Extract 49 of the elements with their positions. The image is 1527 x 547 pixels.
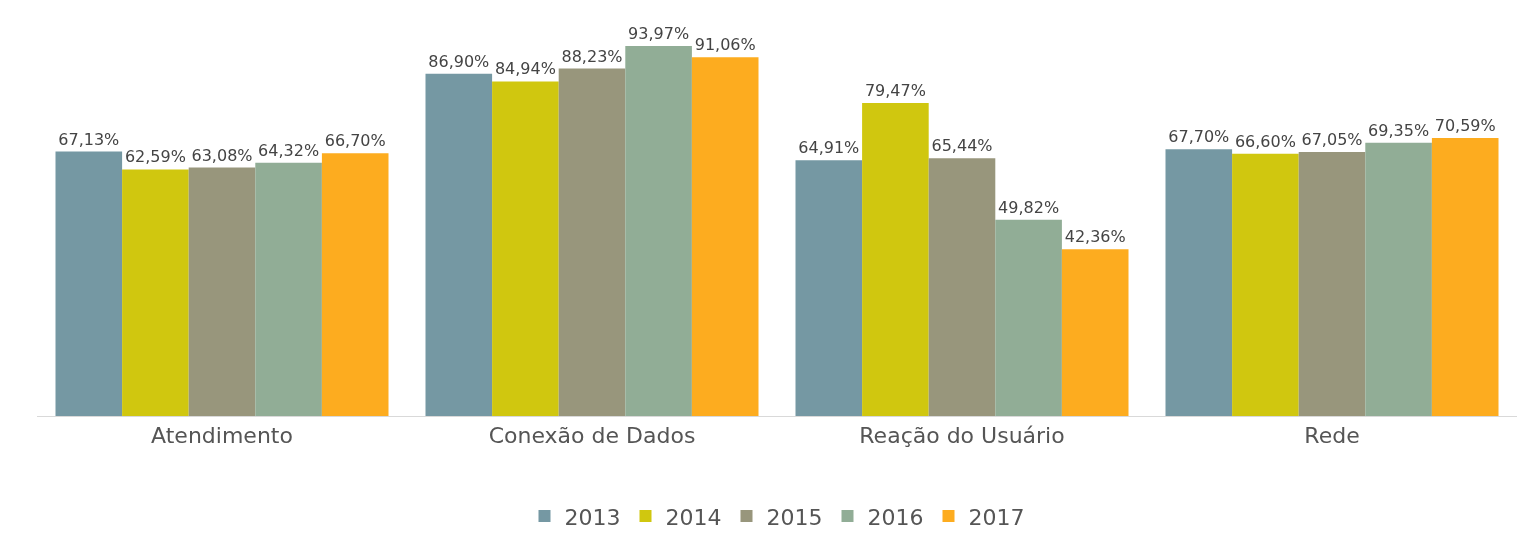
data-label: 91,06% xyxy=(694,35,756,55)
data-label: 67,13% xyxy=(58,129,120,149)
bar xyxy=(1365,142,1432,416)
bar xyxy=(255,162,322,416)
data-label: 84,94% xyxy=(494,59,556,79)
bar xyxy=(321,153,389,416)
data-label: 67,05% xyxy=(1301,129,1363,149)
x-tick-label: Conexão de Dados xyxy=(488,423,696,449)
legend-label: 2017 xyxy=(968,504,1025,530)
legend-label: 2015 xyxy=(766,504,823,530)
bar xyxy=(1298,151,1366,416)
bar xyxy=(1165,149,1233,416)
data-label: 65,44% xyxy=(931,136,993,156)
bar xyxy=(55,151,123,416)
data-label: 49,82% xyxy=(998,197,1060,217)
data-label: 93,97% xyxy=(628,23,690,43)
bar xyxy=(558,68,626,416)
bar xyxy=(928,158,996,416)
bar xyxy=(625,45,692,416)
x-tick-label: Reação do Usuário xyxy=(859,423,1065,449)
data-label: 88,23% xyxy=(561,46,623,66)
data-label: 70,59% xyxy=(1434,115,1496,135)
data-label: 66,60% xyxy=(1234,131,1296,151)
data-label: 79,47% xyxy=(864,81,926,101)
bar xyxy=(1061,249,1129,416)
bar xyxy=(425,73,493,416)
bar xyxy=(1232,153,1299,416)
legend-label: 2013 xyxy=(564,504,621,530)
x-tick-label: Atendimento xyxy=(151,423,293,449)
legend-label: 2014 xyxy=(665,504,722,530)
data-label: 63,08% xyxy=(191,145,253,165)
bar xyxy=(492,81,559,416)
data-label: 64,32% xyxy=(258,140,320,160)
bar xyxy=(188,167,256,416)
data-label: 67,70% xyxy=(1168,127,1230,147)
data-label: 42,36% xyxy=(1064,227,1126,247)
data-label: 62,59% xyxy=(124,147,186,167)
x-tick-label: Rede xyxy=(1304,423,1360,449)
data-label: 69,35% xyxy=(1368,120,1430,140)
bar xyxy=(691,57,759,416)
data-label: 66,70% xyxy=(324,131,386,151)
bar xyxy=(1431,137,1499,416)
bar xyxy=(995,219,1062,416)
bar xyxy=(862,103,929,416)
bar xyxy=(122,169,189,416)
data-label: 64,91% xyxy=(798,138,860,158)
bar xyxy=(795,160,863,416)
legend-label: 2016 xyxy=(867,504,924,530)
data-label: 86,90% xyxy=(428,51,490,71)
